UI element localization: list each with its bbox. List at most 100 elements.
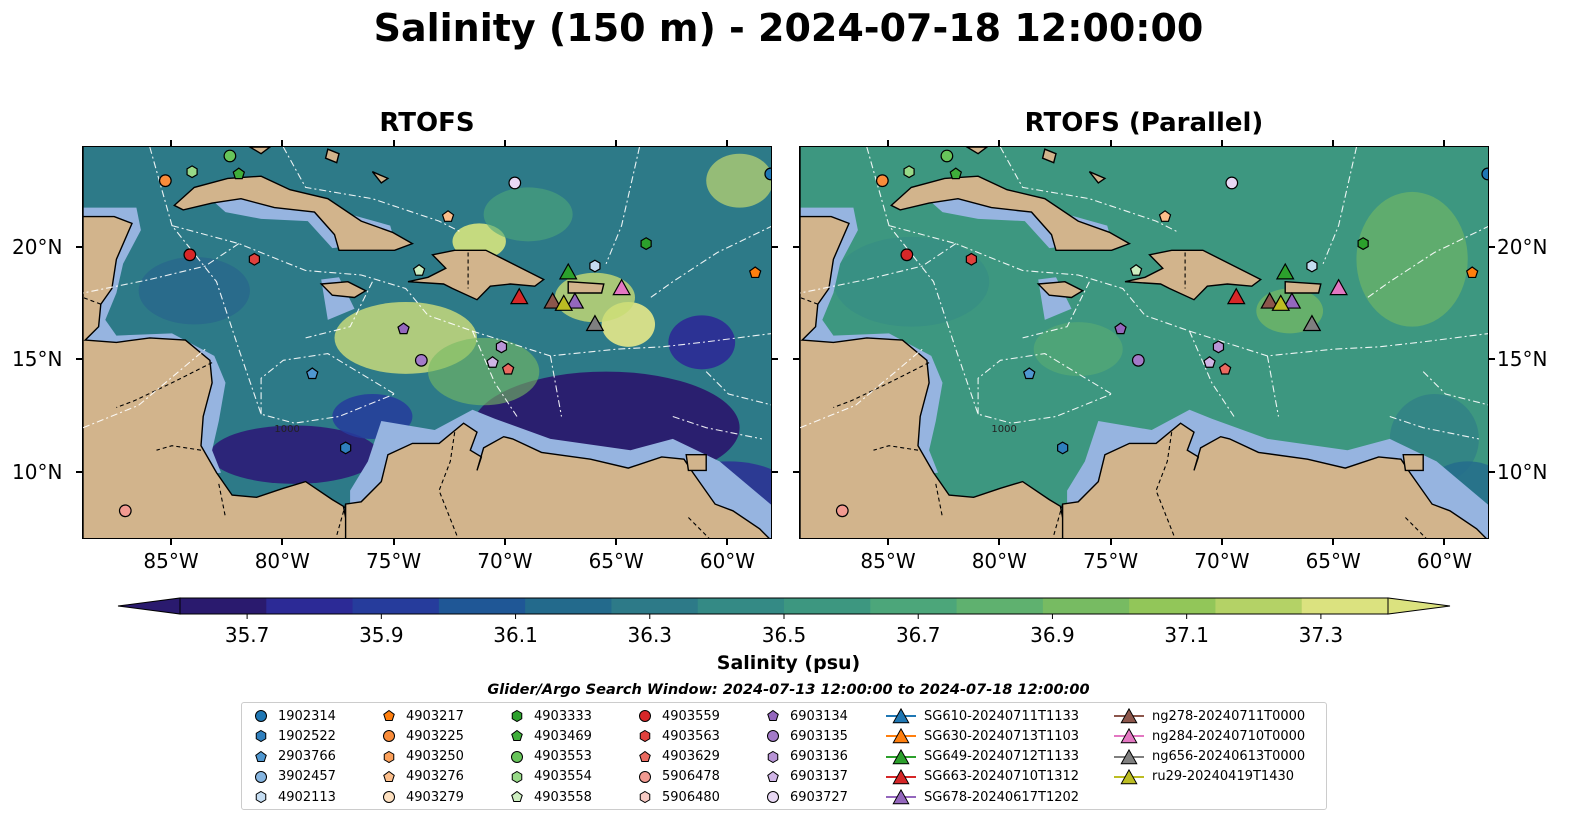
obs-marker-4902113[interactable] <box>1306 259 1318 273</box>
obs-marker-4903276[interactable] <box>441 210 455 222</box>
map-panel-rtofs[interactable]: 1000 <box>82 146 772 539</box>
map-canvas: 1000 <box>83 147 772 538</box>
obs-marker-6903727[interactable] <box>508 176 522 190</box>
obs-marker-4903629[interactable] <box>1218 362 1232 375</box>
obs-marker-6903137[interactable] <box>1203 356 1216 368</box>
colorbar-tick-label: 36.5 <box>762 623 807 647</box>
obs-marker-4903469[interactable] <box>949 167 963 180</box>
legend-item: 1902314 <box>252 707 336 725</box>
legend-item: 4903554 <box>508 768 592 786</box>
legend-label: 1902522 <box>278 728 336 744</box>
tick-mark <box>170 539 173 545</box>
obs-marker-SG678-20240617T1202[interactable] <box>565 291 585 309</box>
tick-mark <box>998 539 1001 545</box>
obs-marker-2903766[interactable] <box>1023 367 1036 380</box>
tick-mark <box>1443 539 1446 545</box>
legend: 1902314 1902522 2903766 3902457 4902113 49032… <box>241 702 1327 810</box>
legend-marker-icon <box>255 750 267 762</box>
obs-marker-4903559[interactable] <box>183 248 197 262</box>
obs-marker-4903629[interactable] <box>501 362 515 375</box>
obs-marker-ng656-20240613T0000[interactable] <box>585 314 605 332</box>
obs-marker-4903217[interactable] <box>748 266 762 279</box>
obs-marker-2903766[interactable] <box>306 367 319 380</box>
legend-label: 6903137 <box>790 769 848 785</box>
obs-marker-ng278-20240711T0000[interactable] <box>543 291 562 309</box>
obs-marker-6903135[interactable] <box>1131 353 1145 367</box>
obs-marker-SG663-20240710T1312[interactable] <box>1226 287 1246 305</box>
obs-marker-4903563[interactable] <box>248 252 261 266</box>
obs-marker-SG678-20240617T1202[interactable] <box>1282 291 1302 309</box>
tick-mark <box>772 470 778 473</box>
obs-marker-4903558[interactable] <box>412 263 426 276</box>
obs-marker-4903333[interactable] <box>640 237 652 251</box>
tick-mark <box>1220 140 1223 146</box>
obs-marker-6903136[interactable] <box>1212 340 1225 354</box>
legend-label: 6903135 <box>790 728 848 744</box>
legend-item: 4903559 <box>636 707 720 725</box>
obs-marker-4903558[interactable] <box>1129 263 1143 276</box>
obs-marker-ng284-20240710T0000[interactable] <box>612 278 631 296</box>
legend-label: ng656-20240613T0000 <box>1152 749 1306 765</box>
obs-marker-6903135[interactable] <box>414 353 428 367</box>
lat-tick-label: 10°N <box>12 459 63 484</box>
obs-marker-4903225[interactable] <box>158 174 172 188</box>
colorbar-tick-label: 36.3 <box>628 623 673 647</box>
obs-marker-1902522[interactable] <box>1057 441 1069 455</box>
obs-marker-4903225[interactable] <box>875 174 889 188</box>
obs-marker-4903217[interactable] <box>1465 266 1479 279</box>
obs-marker-SG663-20240710T1312[interactable] <box>509 287 529 305</box>
obs-marker-5906478[interactable] <box>835 504 849 518</box>
tick-mark <box>76 470 82 473</box>
obs-marker-SG649-20240712T1133[interactable] <box>558 262 578 280</box>
obs-marker-ng284-20240710T0000[interactable] <box>1329 278 1348 296</box>
obs-marker-4903553[interactable] <box>223 149 237 163</box>
colorbar-segment <box>438 598 526 614</box>
lat-tick-label: 15°N <box>1497 347 1548 372</box>
colorbar-tick-label: 35.7 <box>225 623 270 647</box>
obs-marker-4903563[interactable] <box>965 252 978 266</box>
obs-marker-1902522[interactable] <box>340 441 352 455</box>
obs-marker-4902113[interactable] <box>589 259 601 273</box>
legend-marker-icon <box>886 789 916 805</box>
obs-marker-4903276[interactable] <box>1158 210 1172 222</box>
obs-marker-SG649-20240712T1133[interactable] <box>1275 262 1295 280</box>
obs-marker-4903559[interactable] <box>900 248 914 262</box>
obs-marker-ng278-20240711T0000[interactable] <box>1260 291 1279 309</box>
tick-mark <box>726 140 729 146</box>
obs-marker-6903134[interactable] <box>397 322 410 335</box>
obs-marker-ng656-20240613T0000[interactable] <box>1302 314 1322 332</box>
colorbar-extend-max <box>1387 597 1451 615</box>
obs-marker-4903554[interactable] <box>903 165 915 179</box>
obs-marker-4903553[interactable] <box>940 149 954 163</box>
obs-marker-5906478[interactable] <box>118 504 132 518</box>
legend-label: 4903469 <box>534 728 592 744</box>
legend-marker-icon <box>767 709 779 721</box>
obs-marker-4903469[interactable] <box>232 167 246 180</box>
legend-item: 1902522 <box>252 727 336 745</box>
legend-label: 3902457 <box>278 769 336 785</box>
legend-label: SG663-20240710T1312 <box>924 769 1080 785</box>
obs-marker-4903554[interactable] <box>186 165 198 179</box>
obs-marker-6903137[interactable] <box>486 356 499 368</box>
tick-mark <box>887 539 890 545</box>
colorbar-tick-label: 36.9 <box>1030 623 1075 647</box>
legend-marker-icon <box>639 710 651 722</box>
obs-marker-ru29-20240419T1430[interactable] <box>554 294 574 311</box>
obs-marker-ru29-20240419T1430[interactable] <box>1271 294 1291 311</box>
lon-tick-label: 75°W <box>365 549 422 573</box>
legend-marker-icon <box>255 730 267 743</box>
legend-item: 5906478 <box>636 768 720 786</box>
obs-marker-6903727[interactable] <box>1225 176 1239 190</box>
legend-label: 5906480 <box>662 789 720 805</box>
map-panel-rtofs-parallel[interactable]: 1000 <box>799 146 1489 539</box>
obs-marker-1902314[interactable] <box>764 167 772 181</box>
legend-label: 6903727 <box>790 789 848 805</box>
obs-marker-4903333[interactable] <box>1357 237 1369 251</box>
obs-marker-6903134[interactable] <box>1114 322 1127 335</box>
obs-marker-6903136[interactable] <box>495 340 508 354</box>
legend-marker-icon <box>886 728 916 744</box>
legend-item: ru29-20240419T1430 <box>1114 768 1294 786</box>
legend-label: 4903217 <box>406 708 464 724</box>
lon-tick-label: 60°W <box>699 549 756 573</box>
obs-marker-1902314[interactable] <box>1481 167 1489 181</box>
